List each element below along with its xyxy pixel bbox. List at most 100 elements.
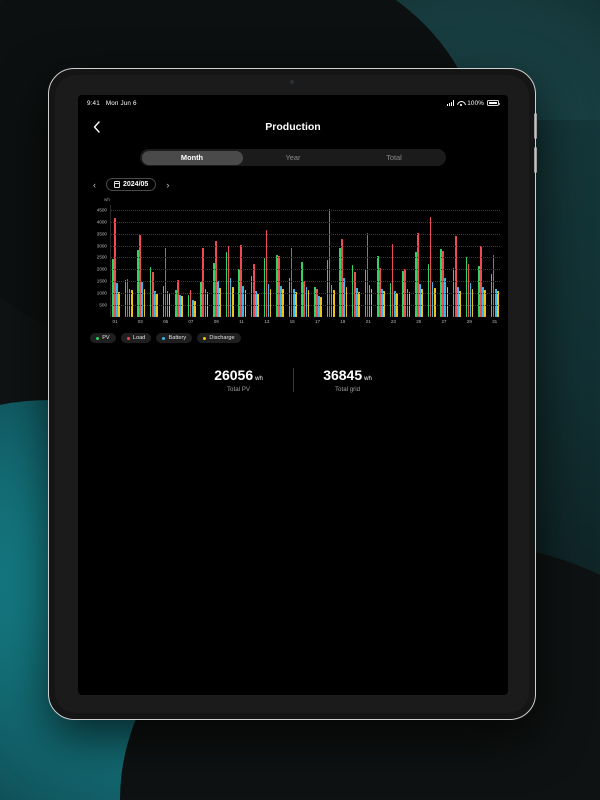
chart-day-group[interactable]	[238, 205, 247, 317]
chart-day-group[interactable]	[427, 205, 436, 317]
chart-bar-discharge	[408, 291, 411, 317]
chart-bar-discharge	[484, 290, 486, 317]
chart-day-group[interactable]	[377, 205, 385, 317]
chart-bar-pv	[149, 267, 152, 317]
chart-bar-load	[151, 271, 154, 317]
chart-bar-battery	[356, 288, 358, 317]
chart-bar-load	[189, 289, 192, 317]
wifi-icon	[457, 100, 464, 106]
chart-bar-load	[417, 232, 419, 317]
chart-bar-pv	[238, 268, 240, 317]
chart-bar-discharge	[231, 286, 234, 317]
chart-day-group[interactable]	[213, 205, 221, 317]
page-title: Production	[265, 121, 321, 133]
chart-bar-pv	[339, 248, 341, 317]
date-selector: ‹ 2024/05 ›	[78, 166, 508, 191]
chart-day-group[interactable]	[314, 205, 322, 317]
x-axis-tick	[149, 319, 157, 329]
chart-day-group[interactable]	[276, 205, 284, 317]
chart-day-group[interactable]	[288, 205, 297, 317]
chart-bar-discharge	[269, 289, 272, 317]
chart-bar-pv	[288, 277, 291, 317]
volume-up-button[interactable]	[534, 113, 537, 139]
chart-bar-battery	[444, 278, 447, 317]
chart-bar-battery	[457, 286, 459, 317]
tab-total[interactable]: Total	[386, 153, 402, 162]
chart-bar-discharge	[345, 286, 348, 317]
chart-bar-battery	[305, 286, 308, 317]
legend-item-pv[interactable]: PV	[90, 333, 116, 344]
grid-line	[111, 209, 500, 211]
chart-bar-pv	[389, 283, 392, 317]
chart-day-group[interactable]	[137, 205, 146, 317]
chart-bar-load	[177, 279, 179, 317]
volume-down-button[interactable]	[534, 147, 537, 173]
chart-bar-load	[139, 235, 141, 317]
legend-label: Load	[132, 335, 146, 342]
total-grid-label: Total grid	[334, 386, 361, 394]
chart-bar-discharge	[194, 301, 196, 317]
next-month-button[interactable]: ›	[166, 179, 170, 190]
chart-day-group[interactable]	[326, 205, 335, 317]
chart-bar-pv	[351, 265, 354, 317]
back-button[interactable]	[88, 119, 104, 135]
status-bar-left: 9:41 Mon Jun 6	[87, 100, 137, 107]
chart-day-group[interactable]	[112, 205, 120, 317]
chart-day-group[interactable]	[415, 205, 423, 317]
chart-day-group[interactable]	[440, 205, 449, 317]
legend-item-load[interactable]: Load	[120, 333, 152, 344]
status-bar: 9:41 Mon Jun 6 100%	[78, 95, 508, 111]
y-axis-tick: 500	[99, 302, 107, 308]
x-axis-tick: 05	[163, 319, 169, 324]
chart-legend: PV Load Battery Discharge	[78, 327, 508, 344]
chart-day-group[interactable]	[301, 205, 310, 317]
tab-year[interactable]: Year	[285, 153, 301, 162]
y-axis-tick: 2500	[96, 254, 107, 260]
chart-bar-battery	[343, 278, 346, 317]
chart-bar-discharge	[332, 290, 335, 317]
chart-day-group[interactable]	[200, 205, 209, 317]
chart-day-group[interactable]	[162, 205, 171, 317]
date-pill[interactable]: 2024/05	[106, 178, 157, 191]
chevron-left-icon	[93, 121, 100, 133]
chart-bar-discharge	[219, 288, 221, 317]
chart-day-group[interactable]	[124, 205, 133, 317]
grid-line	[111, 221, 500, 223]
legend-color-dot	[126, 336, 130, 340]
chart-bar-load	[442, 250, 444, 317]
legend-item-battery[interactable]: Battery	[156, 333, 193, 344]
tab-month[interactable]: Month	[141, 150, 243, 165]
status-time: 9:41	[87, 99, 100, 107]
device-screen: 9:41 Mon Jun 6 100% Production	[78, 95, 508, 695]
chart-bar-pv	[314, 286, 316, 317]
chart-bar-discharge	[206, 291, 209, 317]
chart-bar-pv	[326, 260, 329, 317]
chart-bar-discharge	[459, 290, 461, 317]
chart-bar-battery	[191, 300, 194, 317]
calendar-icon	[114, 181, 121, 188]
total-grid: 36845 wh Total grid	[294, 367, 402, 393]
chart-bar-load	[252, 264, 255, 317]
chart-day-group[interactable]	[452, 205, 461, 317]
chart-bar-discharge	[471, 288, 474, 317]
legend-item-discharge[interactable]: Discharge	[197, 333, 241, 344]
chart-bar-load	[303, 280, 306, 317]
chart-bar-discharge	[143, 288, 146, 317]
chart-day-group[interactable]	[263, 205, 272, 317]
chart-day-group[interactable]	[351, 205, 360, 317]
y-axis-tick: 1500	[96, 278, 107, 284]
chart-bar-pv	[377, 256, 379, 317]
prev-month-button[interactable]: ‹	[93, 179, 96, 190]
legend-label: PV	[102, 335, 110, 342]
chart-day-group[interactable]	[490, 205, 499, 317]
chart-day-group[interactable]	[339, 205, 348, 317]
chart-day-group[interactable]	[465, 205, 474, 317]
chart-bar-pv	[301, 262, 303, 317]
total-pv: 26056 wh Total PV	[185, 367, 293, 393]
chart-day-group[interactable]	[364, 205, 373, 317]
status-date: Mon Jun 6	[105, 99, 137, 107]
chart-bar-battery	[381, 288, 383, 317]
period-tabs: Month Year Total	[78, 143, 508, 166]
y-axis: 500 1000 1500 2000 2500 3000 3500 4000 4500	[86, 205, 108, 317]
chart-bar-discharge	[370, 288, 373, 317]
